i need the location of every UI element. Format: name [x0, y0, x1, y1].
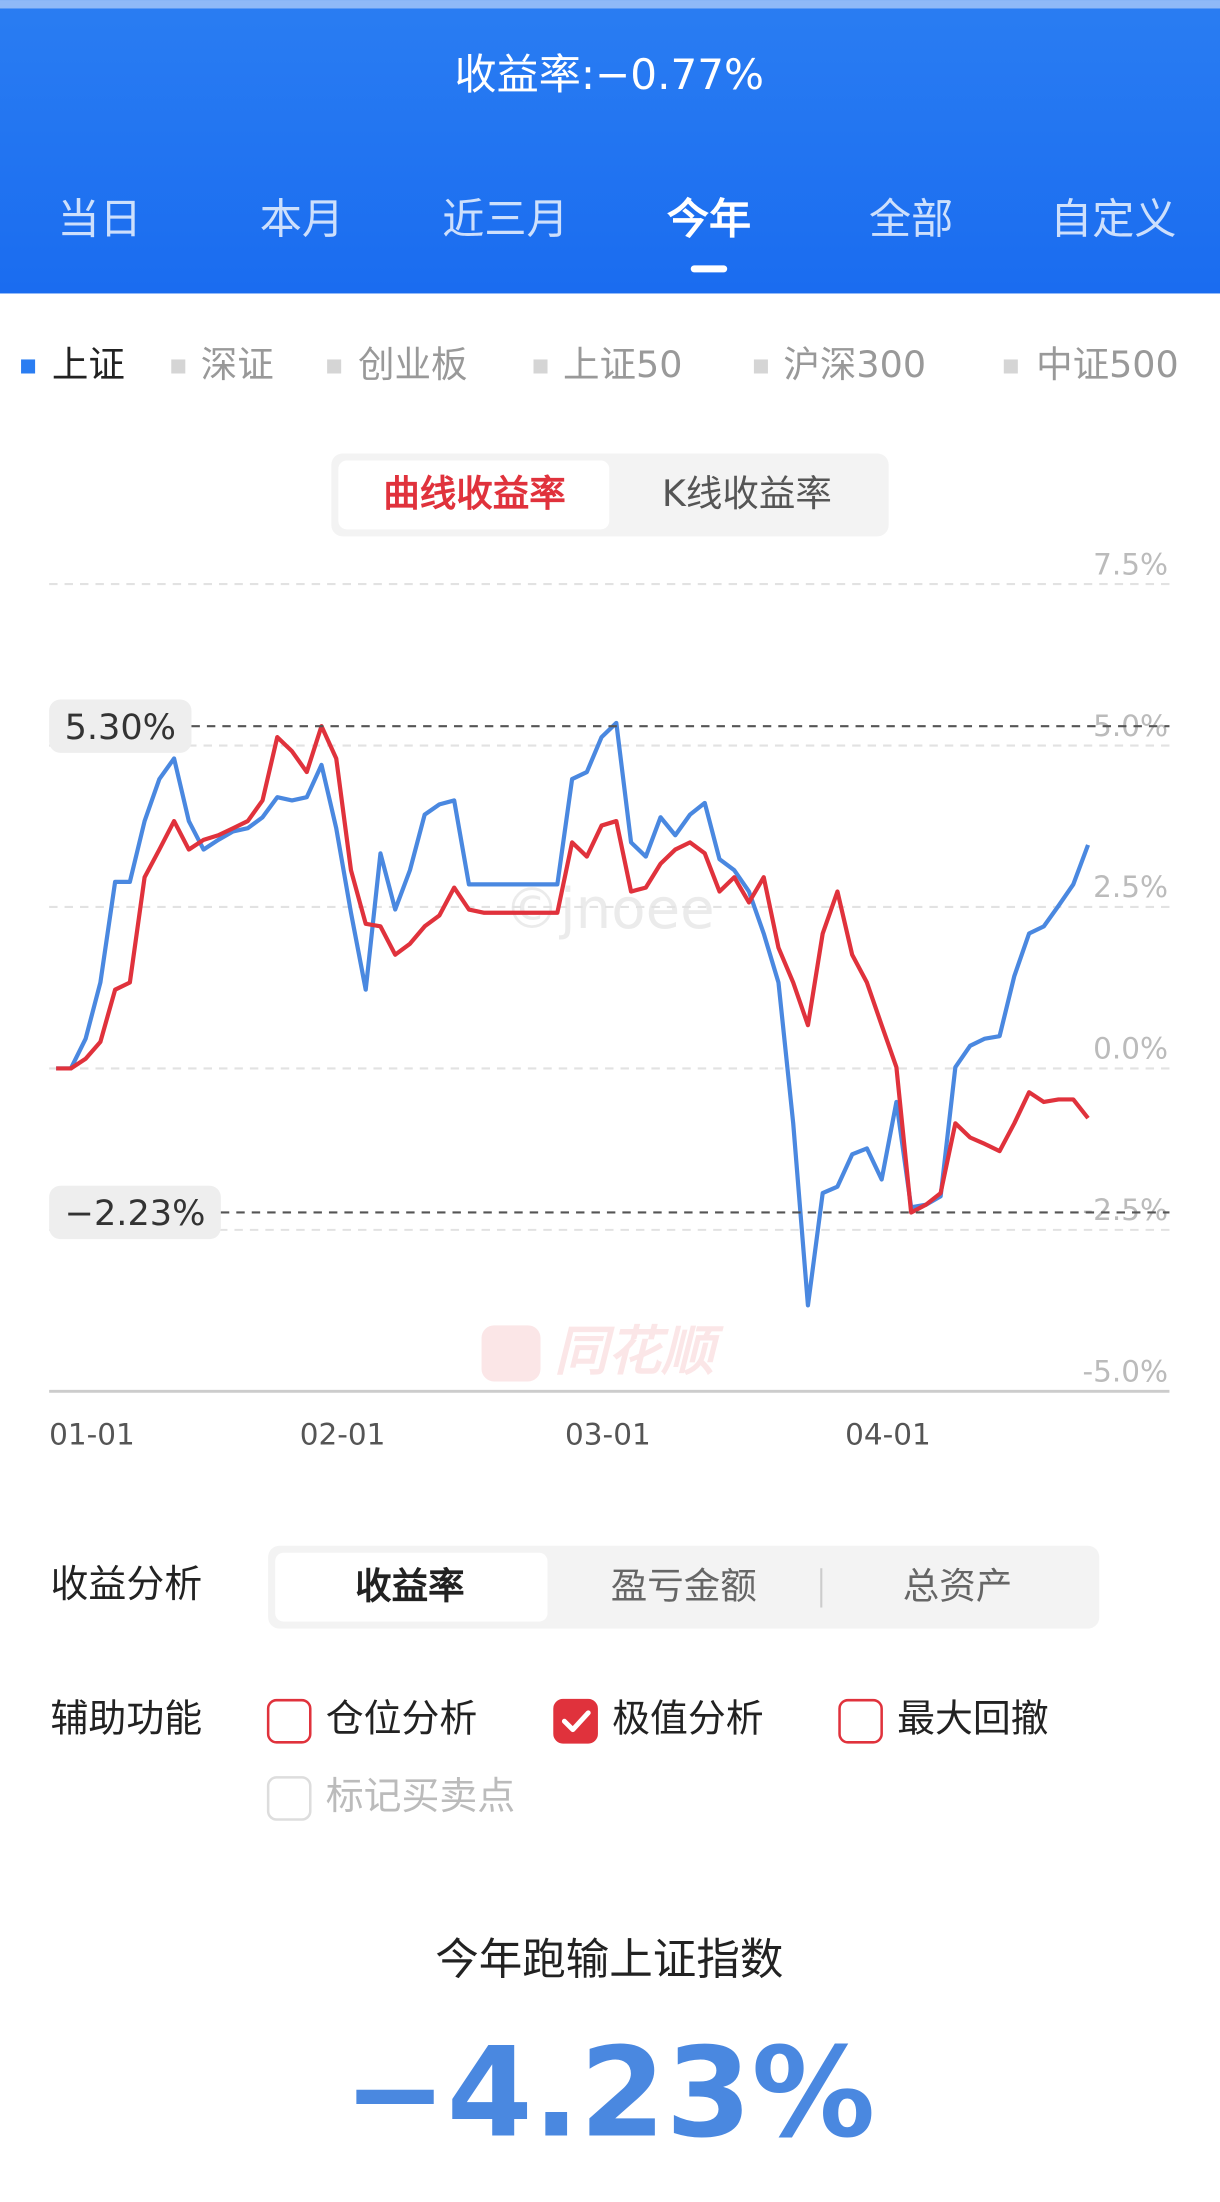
section-label: 辅助功能: [51, 1697, 203, 1741]
checkbox-label[interactable]: 最大回撤: [897, 1697, 1049, 1741]
extreme-label: −2.23%: [65, 1193, 206, 1234]
toggle-active: [338, 460, 610, 530]
checkbox[interactable]: [838, 1698, 883, 1744]
y-tick-label: 7.5%: [1093, 547, 1168, 581]
index-tab[interactable]: 沪深300: [783, 343, 926, 386]
header-title: 收益率:−0.77%: [455, 50, 765, 99]
x-tick-label: 01-01: [49, 1418, 135, 1452]
series-line: [56, 724, 1090, 1215]
period-tab[interactable]: 近三月: [442, 194, 568, 243]
extreme-label: 5.30%: [65, 707, 176, 748]
section-label: 收益分析: [51, 1562, 203, 1606]
period-tab[interactable]: 今年: [667, 194, 751, 243]
extreme-label-bg: [49, 1185, 221, 1240]
header-bg: [0, 0, 1220, 294]
index-marker: [327, 359, 342, 374]
index-marker: [1003, 359, 1018, 374]
top-stripe: [0, 0, 1220, 9]
series-line: [56, 720, 1091, 1308]
index-marker: [171, 359, 186, 374]
x-tick-label: 04-01: [845, 1418, 931, 1452]
watermark: 同花顺: [555, 1319, 725, 1382]
segment-active: [275, 1552, 548, 1622]
index-tab[interactable]: 上证: [52, 343, 125, 386]
watermark: ©jnoee: [504, 877, 715, 942]
index-tab[interactable]: 深证: [201, 343, 274, 386]
y-tick-label: 0.0%: [1093, 1032, 1168, 1066]
checkbox-label: 标记买卖点: [326, 1774, 515, 1818]
period-tab[interactable]: 全部: [869, 194, 953, 243]
period-tab[interactable]: 自定义: [1050, 194, 1176, 243]
watermark-logo: [481, 1325, 541, 1382]
y-tick-label: 2.5%: [1093, 870, 1168, 904]
index-marker: [21, 359, 36, 374]
x-tick-label: 03-01: [565, 1418, 651, 1452]
segment-option[interactable]: 收益率: [355, 1564, 464, 1607]
summary-value: −4.23%: [343, 2021, 875, 2165]
index-marker: [533, 359, 548, 374]
toggle-option[interactable]: 曲线收益率: [383, 472, 566, 515]
index-marker: [753, 359, 768, 374]
checkmark: [561, 1710, 591, 1733]
checkbox[interactable]: [553, 1698, 598, 1744]
checkbox[interactable]: [266, 1698, 312, 1744]
period-tab[interactable]: 当日: [58, 194, 142, 243]
toggle-option[interactable]: K线收益率: [662, 472, 832, 515]
checkbox-label[interactable]: 极值分析: [612, 1697, 764, 1741]
segment-option[interactable]: 盈亏金额: [611, 1564, 757, 1607]
x-tick-label: 02-01: [300, 1418, 386, 1452]
index-tab[interactable]: 创业板: [358, 343, 467, 386]
checkbox-label[interactable]: 仓位分析: [326, 1697, 478, 1741]
index-tab[interactable]: 上证50: [563, 343, 682, 386]
period-tab[interactable]: 本月: [260, 194, 344, 243]
y-tick-label: -5.0%: [1083, 1355, 1169, 1389]
tab-indicator: [690, 265, 728, 273]
segment-option[interactable]: 总资产: [903, 1564, 1013, 1607]
checkbox: [266, 1776, 312, 1821]
summary-text: 今年跑输上证指数: [435, 1936, 783, 1986]
index-tab[interactable]: 中证500: [1036, 343, 1179, 386]
y-tick-label: -2.5%: [1083, 1193, 1169, 1227]
extreme-label-bg: [49, 699, 192, 753]
